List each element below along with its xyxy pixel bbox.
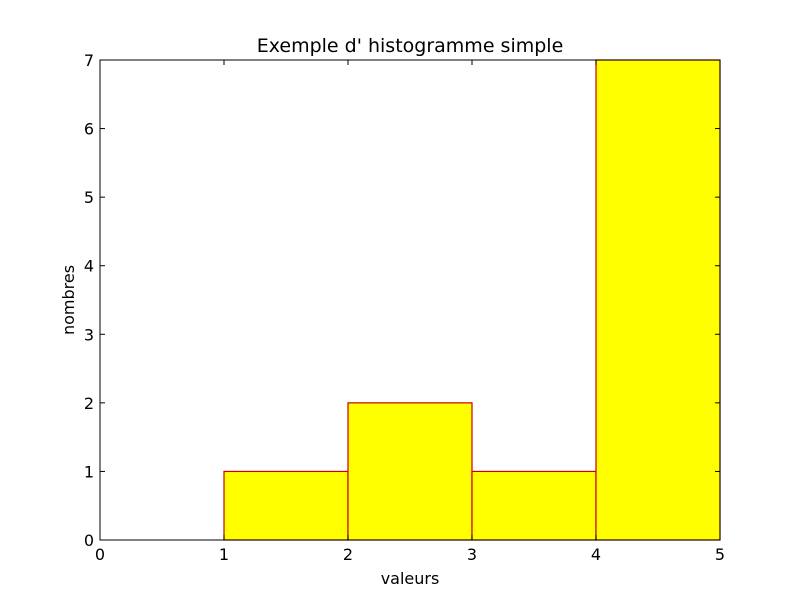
y-axis-label: nombres [59,265,78,335]
x-tick-label: 1 [219,545,229,564]
x-tick-label: 4 [591,545,601,564]
y-tick-label: 6 [84,120,94,139]
x-axis-label: valeurs [381,569,440,588]
x-tick-label: 2 [343,545,353,564]
chart-title: Exemple d' histogramme simple [257,35,564,57]
y-tick-label: 3 [84,325,94,344]
histogram-bar-2 [347,402,473,541]
histogram-bar-1 [223,470,349,541]
plot-frame [99,59,721,541]
ticks-group: 0 1 2 3 4 5 0 1 2 3 4 5 6 7 [84,51,725,564]
histogram-bar-3 [471,470,597,541]
bars-group [223,59,721,541]
y-tick-label: 4 [84,257,94,276]
y-tick-label: 5 [84,188,94,207]
x-tick-label: 0 [95,545,105,564]
x-tick-label: 5 [715,545,725,564]
x-tick-label: 3 [467,545,477,564]
y-tick-label: 2 [84,394,94,413]
y-tick-label: 1 [84,462,94,481]
y-tick-label: 7 [84,51,94,70]
histogram-bar-4 [595,59,721,541]
y-tick-label: 0 [84,531,94,550]
